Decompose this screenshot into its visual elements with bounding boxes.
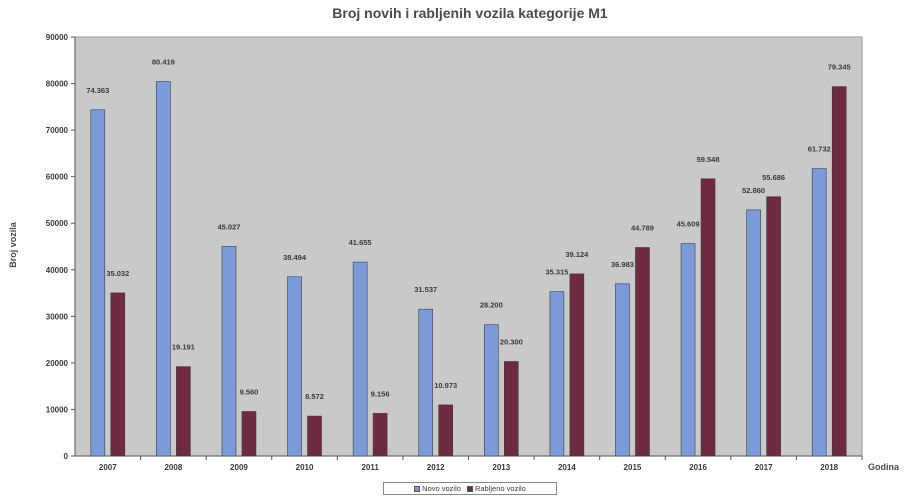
bar-rabljeno xyxy=(635,247,650,457)
bar-rabljeno xyxy=(700,178,716,457)
data-label: 9.156 xyxy=(371,389,390,398)
data-label: 28.200 xyxy=(480,301,503,310)
bar-rabljeno xyxy=(438,404,454,457)
x-tick-label: 2007 xyxy=(99,463,117,472)
bar-novo xyxy=(483,324,499,457)
bar-novo xyxy=(287,276,302,457)
bar-rabljeno xyxy=(569,273,585,457)
data-label: 41.655 xyxy=(349,238,372,247)
data-label: 39.124 xyxy=(565,250,589,259)
x-tick-label: 2010 xyxy=(296,463,314,472)
x-tick-label: 2008 xyxy=(164,463,182,472)
y-tick-label: 90000 xyxy=(46,33,69,42)
y-tick-label: 30000 xyxy=(46,312,69,321)
legend-item-rabljeno: Rabljeno vozilo xyxy=(466,484,526,493)
legend-label-rabljeno: Rabljeno vozilo xyxy=(474,484,526,493)
x-tick-label: 2014 xyxy=(558,463,576,472)
data-label: 9.560 xyxy=(240,387,259,396)
bar-rabljeno xyxy=(307,415,322,457)
bar-rabljeno xyxy=(176,366,191,457)
plot-area: 0 10000 20000 30000 40000 50000 60000 70000 8000… xyxy=(46,33,863,472)
legend-item-novo: Novo vozilo xyxy=(414,484,461,493)
bar-novo xyxy=(746,209,761,457)
bar-rabljeno xyxy=(503,361,519,457)
bar-novo xyxy=(615,283,630,457)
data-label: 31.537 xyxy=(414,285,437,294)
y-tick-label: 80000 xyxy=(46,80,69,89)
data-label: 74.363 xyxy=(86,86,109,95)
data-label: 8.572 xyxy=(305,392,324,401)
x-tick-label: 2015 xyxy=(624,463,642,472)
data-label: 20.300 xyxy=(500,337,523,346)
data-label: 79.345 xyxy=(828,63,851,72)
x-axis-label: Godina xyxy=(868,462,900,472)
x-tick-label: 2017 xyxy=(755,463,773,472)
y-axis-label: Broj vozila xyxy=(8,221,18,268)
data-label: 38.494 xyxy=(283,253,307,262)
data-label: 19.191 xyxy=(172,343,195,352)
data-label: 80.419 xyxy=(152,58,175,67)
bar-novo xyxy=(811,168,827,457)
data-label: 35.032 xyxy=(106,269,129,278)
data-label: 10.973 xyxy=(434,381,457,390)
x-tick-label: 2013 xyxy=(492,463,510,472)
data-label: 44.789 xyxy=(631,223,654,232)
x-tick-label: 2009 xyxy=(230,463,248,472)
y-tick-label: 60000 xyxy=(46,173,69,182)
data-label: 45.027 xyxy=(217,222,240,231)
data-label: 45.609 xyxy=(677,220,700,229)
y-tick-label: 70000 xyxy=(46,126,69,135)
x-tick-label: 2016 xyxy=(689,463,707,472)
y-tick-label: 20000 xyxy=(46,359,69,368)
data-label: 55.686 xyxy=(762,173,785,182)
legend-swatch-novo xyxy=(414,485,421,492)
bar-novo xyxy=(418,308,434,457)
bar-rabljeno xyxy=(831,86,847,457)
legend: Novo vozilo Rabljeno vozilo xyxy=(383,482,557,495)
data-label: 59.548 xyxy=(697,155,720,164)
bar-novo xyxy=(156,81,171,457)
bar-novo xyxy=(680,243,696,457)
y-tick-label: 0 xyxy=(64,452,69,461)
legend-swatch-rabljeno xyxy=(466,485,473,492)
data-label: 36.983 xyxy=(611,260,634,269)
data-label: 61.732 xyxy=(808,145,831,154)
data-label: 52.860 xyxy=(742,186,765,195)
x-tick-label: 2011 xyxy=(361,463,379,472)
data-label: 35.315 xyxy=(545,268,568,277)
y-tick-label: 50000 xyxy=(46,219,69,228)
bar-rabljeno xyxy=(110,292,126,457)
bar-rabljeno xyxy=(241,411,257,457)
bar-rabljeno xyxy=(372,413,388,457)
bar-novo xyxy=(221,246,237,457)
bar-rabljeno xyxy=(766,196,781,457)
x-tick-label: 2018 xyxy=(820,463,838,472)
legend-label-novo: Novo vozilo xyxy=(422,484,461,493)
y-tick-label: 10000 xyxy=(46,405,69,414)
plot-background xyxy=(74,36,863,457)
x-tick-label: 2012 xyxy=(427,463,445,472)
chart-title: Broj novih i rabljenih vozila kategorije… xyxy=(332,5,608,21)
bar-novo xyxy=(352,261,368,457)
bar-novo xyxy=(549,291,565,457)
y-tick-label: 40000 xyxy=(46,266,69,275)
bar-novo xyxy=(90,109,106,457)
